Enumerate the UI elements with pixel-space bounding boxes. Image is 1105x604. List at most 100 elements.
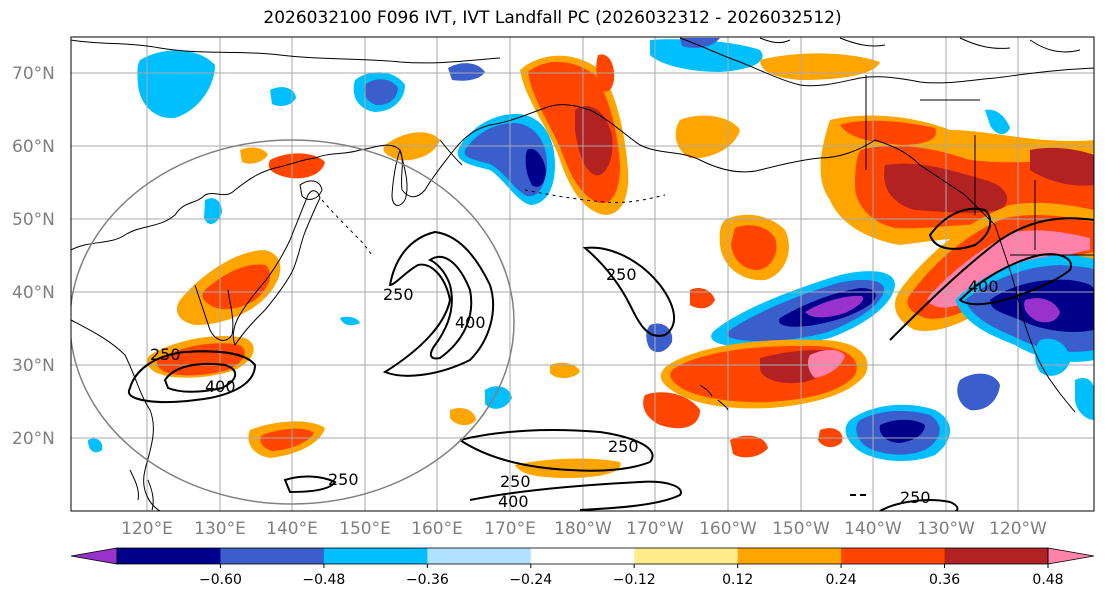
alaska-north-coastline (679, 37, 1094, 87)
colorbar-tick-label: −0.48 (302, 572, 345, 588)
ivt-positive-region (550, 362, 580, 379)
ivt-positive-region (675, 115, 740, 159)
kuril-islands (321, 199, 373, 256)
contour-250 (889, 217, 1094, 341)
contour-label: 250 (900, 488, 931, 507)
contour-label: 250 (608, 437, 639, 456)
colorbar-outline (116, 547, 1049, 565)
contour-250 (382, 230, 494, 377)
map-title: 2026032100 F096 IVT, IVT Landfall PC (20… (263, 8, 842, 28)
siberia-north-coastline (71, 39, 501, 64)
lon-label: 160°E (411, 519, 463, 539)
landfall-region-circle (71, 139, 515, 505)
ivt-negative-region (204, 198, 222, 224)
contour-label: 400 (455, 313, 486, 332)
colorbar-segment (737, 548, 842, 564)
lon-label: 120°E (121, 519, 173, 539)
colorbar-tick-label: −0.12 (613, 572, 656, 588)
colorbar-extend-right (1047, 547, 1095, 565)
ivt-positive-region (240, 147, 268, 164)
contour-label: 400 (205, 377, 236, 396)
lon-label: 130°W (917, 519, 975, 539)
ivt-positive-region (1030, 147, 1094, 186)
lon-label: 180°W (554, 519, 612, 539)
lon-label: 160°W (699, 519, 757, 539)
contour-250 (879, 499, 959, 511)
kamchatka-peninsula (439, 139, 463, 166)
ivt-negative-region (650, 39, 763, 72)
ivt-negative-region (680, 38, 720, 48)
ivt-positive-region (515, 458, 621, 478)
ivt-negative-region (1024, 298, 1060, 323)
ivt-negative-region (985, 109, 1010, 135)
contour-400 (283, 475, 337, 494)
philippines-coastline (129, 469, 154, 511)
lat-label: 40°N (12, 283, 55, 303)
colorbar-segment (220, 548, 325, 564)
colorbar-segments (117, 548, 1049, 564)
ivt-negative-region (364, 79, 398, 106)
lat-label: 60°N (12, 137, 55, 157)
ivt-negative-region (485, 386, 512, 409)
alaska-coastline (589, 109, 996, 226)
contour-label: 250 (150, 345, 181, 364)
canada-provinces (920, 99, 1036, 250)
contour-400 (427, 255, 473, 360)
ivt-negative-region (879, 419, 925, 443)
ivt-negative-region (1075, 378, 1094, 420)
colorbar-extend-left (70, 547, 118, 565)
ivt-positive-region (840, 120, 936, 145)
lat-label: 30°N (12, 356, 55, 376)
ivt-positive-region (731, 225, 777, 270)
asia-coastline (71, 104, 591, 251)
colorbar-tick-label: 0.36 (929, 572, 960, 588)
ivt-positive-region (690, 288, 715, 309)
map-layers: 250 250 400 250 400 250 250 400 250 400 … (71, 37, 1094, 511)
colorbar-tick-label: −0.24 (509, 572, 552, 588)
colorbar-segment (117, 548, 221, 564)
colorbar-tick-label: 0.24 (826, 572, 857, 588)
ivt-negative-region (270, 87, 296, 106)
canada-coastline (994, 224, 1076, 413)
longitude-labels: 120°E 130°E 140°E 150°E 160°E 170°E 180°… (121, 519, 1047, 539)
lon-label: 150°E (339, 519, 391, 539)
ivt-negative-region (525, 148, 546, 187)
contour-label: 250 (606, 265, 637, 284)
colorbar-tick-label: −0.60 (199, 572, 242, 588)
china-coastline (71, 319, 161, 511)
map-frame (70, 36, 1095, 512)
lon-label: 140°E (266, 519, 318, 539)
ivt-contours (127, 207, 1094, 511)
ivt-positive-region (450, 408, 476, 426)
colorbar-segment (427, 548, 532, 564)
colorbar-tick-label: 0.48 (1032, 572, 1063, 588)
contour-250 (459, 429, 654, 472)
ivt-positive-region (268, 153, 325, 179)
contour-label: 250 (383, 285, 414, 304)
latitude-labels: 70°N 60°N 50°N 40°N 30°N 20°N (12, 64, 55, 449)
colorbar-tick-label: 0.12 (722, 572, 753, 588)
colorbar-segment (323, 548, 428, 564)
colorbar-segment (841, 548, 946, 564)
graticule (71, 37, 1094, 511)
ivt-negative-region (464, 123, 548, 197)
coastlines (71, 37, 1094, 511)
lon-label: 170°E (484, 519, 536, 539)
arctic-islands (759, 37, 1081, 53)
kamchatka-coastline (391, 149, 408, 206)
aleutian-islands (524, 189, 666, 203)
ivt-negative-region (88, 438, 103, 453)
lon-label: 120°W (989, 519, 1047, 539)
korea-coastline (194, 284, 234, 341)
contour-250 (127, 350, 257, 404)
contour-label: 400 (968, 277, 999, 296)
ivt-negative-region (646, 323, 673, 353)
colorbar-segment (634, 548, 739, 564)
ivt-positive-region (575, 106, 613, 176)
contour-250 (469, 480, 682, 511)
ivt-positive-region (260, 428, 314, 451)
contour-labels: 250 250 400 250 400 250 250 400 250 400 … (150, 265, 999, 511)
ivt-positive-region (643, 392, 700, 429)
colorbar-ticks: −0.60 −0.48 −0.36 −0.24 −0.12 0.12 0.24 0.36 0.4… (199, 564, 1064, 588)
